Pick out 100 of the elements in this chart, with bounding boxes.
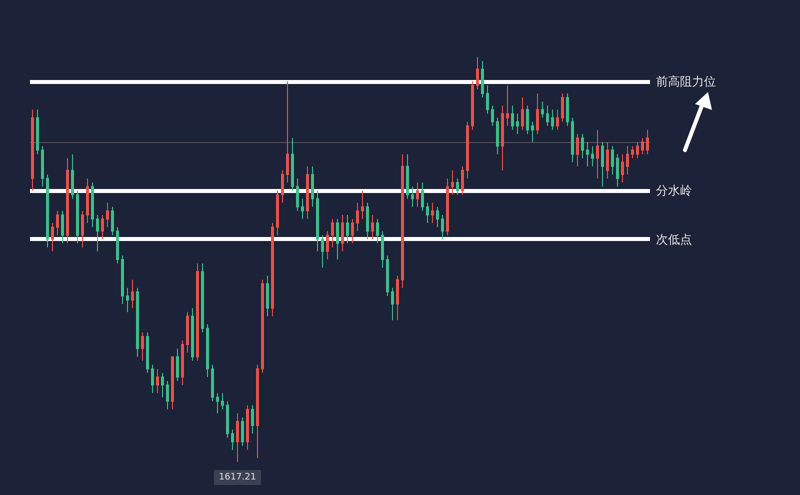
candlestick (441, 214, 444, 240)
candlestick (76, 190, 79, 244)
candlestick (246, 404, 249, 450)
candlestick (346, 214, 349, 244)
candlestick (521, 97, 524, 130)
candlestick (641, 138, 644, 155)
candlestick (401, 154, 404, 288)
candlestick (466, 121, 469, 179)
candlestick (536, 92, 539, 134)
candlestick (531, 121, 534, 143)
candlestick (161, 372, 164, 398)
candlestick (121, 254, 124, 305)
candlestick (606, 142, 609, 179)
candlestick (621, 154, 624, 184)
candlestick (371, 214, 374, 240)
candlestick (261, 279, 264, 374)
candlestick (331, 218, 334, 248)
candlestick (561, 92, 564, 122)
candlestick (511, 105, 514, 130)
candlestick (231, 429, 234, 450)
candlestick (361, 190, 364, 220)
candlestick (31, 109, 34, 192)
candlestick (601, 142, 604, 188)
ref-line-label: 前高阻力位 (656, 74, 716, 88)
candlestick (376, 218, 379, 244)
candlestick (116, 226, 119, 264)
candlestick (131, 279, 134, 309)
candlestick (436, 206, 439, 228)
candlestick (496, 117, 499, 155)
candlestick (351, 218, 354, 244)
ref-line-label: 次低点 (656, 232, 692, 246)
candlestick (191, 308, 194, 362)
candlestick (61, 210, 64, 244)
candlestick (416, 182, 419, 208)
candlestick (326, 230, 329, 260)
candlestick (56, 210, 59, 236)
candlestick (281, 170, 284, 204)
candlestick (86, 178, 89, 224)
candlestick (556, 109, 559, 130)
candlestick (516, 113, 519, 134)
candlestick (241, 416, 244, 446)
candlestick (211, 364, 214, 402)
candlestick (381, 230, 384, 268)
candlestick (106, 202, 109, 228)
candlestick (256, 364, 259, 458)
candlestick (501, 105, 504, 171)
candlestick (541, 101, 544, 118)
candlestick (181, 340, 184, 386)
candlestick (526, 105, 529, 134)
candlestick (551, 109, 554, 130)
candlestick (491, 105, 494, 126)
candlestick (41, 146, 44, 188)
candlestick (446, 178, 449, 236)
candlestick (71, 154, 74, 200)
candlestick (421, 182, 424, 212)
candlestick (286, 80, 289, 184)
candlestick (201, 263, 204, 333)
candlestick (96, 214, 99, 252)
candlestick (566, 92, 569, 126)
candlestick (646, 129, 649, 155)
candlestick (596, 129, 599, 179)
candlestick (171, 356, 174, 410)
candlestick (276, 190, 279, 236)
candlestick (581, 133, 584, 159)
candlestick (81, 210, 84, 248)
candlestick (46, 174, 49, 248)
candlestick (291, 138, 294, 192)
candlestick (176, 348, 179, 382)
candlestick (396, 275, 399, 321)
candlestick (156, 368, 159, 394)
candlestick (301, 198, 304, 220)
candlestick (141, 332, 144, 362)
candlestick (366, 202, 369, 240)
candlestick (136, 287, 139, 358)
candlestick (476, 56, 479, 90)
candlestick (616, 154, 619, 188)
candlestick (456, 178, 459, 196)
candlestick (481, 60, 484, 98)
text: 1617.21 (218, 472, 256, 482)
candlestick (216, 392, 219, 414)
candlestick (586, 142, 589, 167)
candlestick (391, 287, 394, 321)
candlestick (166, 380, 169, 410)
candlestick (296, 178, 299, 212)
candlestick (451, 170, 454, 196)
candlestick (356, 202, 359, 232)
candlestick (306, 166, 309, 220)
candlestick (66, 158, 69, 244)
candlestick (91, 182, 94, 228)
candlestick (546, 105, 549, 126)
candlestick (271, 222, 274, 317)
candlestick (206, 324, 209, 378)
candlestick (126, 287, 129, 313)
candlestick (506, 84, 509, 126)
candlestick (146, 332, 149, 374)
candlestick (571, 117, 574, 163)
candlestick (151, 364, 154, 394)
candlestick (636, 142, 639, 159)
candlestick (461, 166, 464, 196)
candlestick (316, 190, 319, 252)
